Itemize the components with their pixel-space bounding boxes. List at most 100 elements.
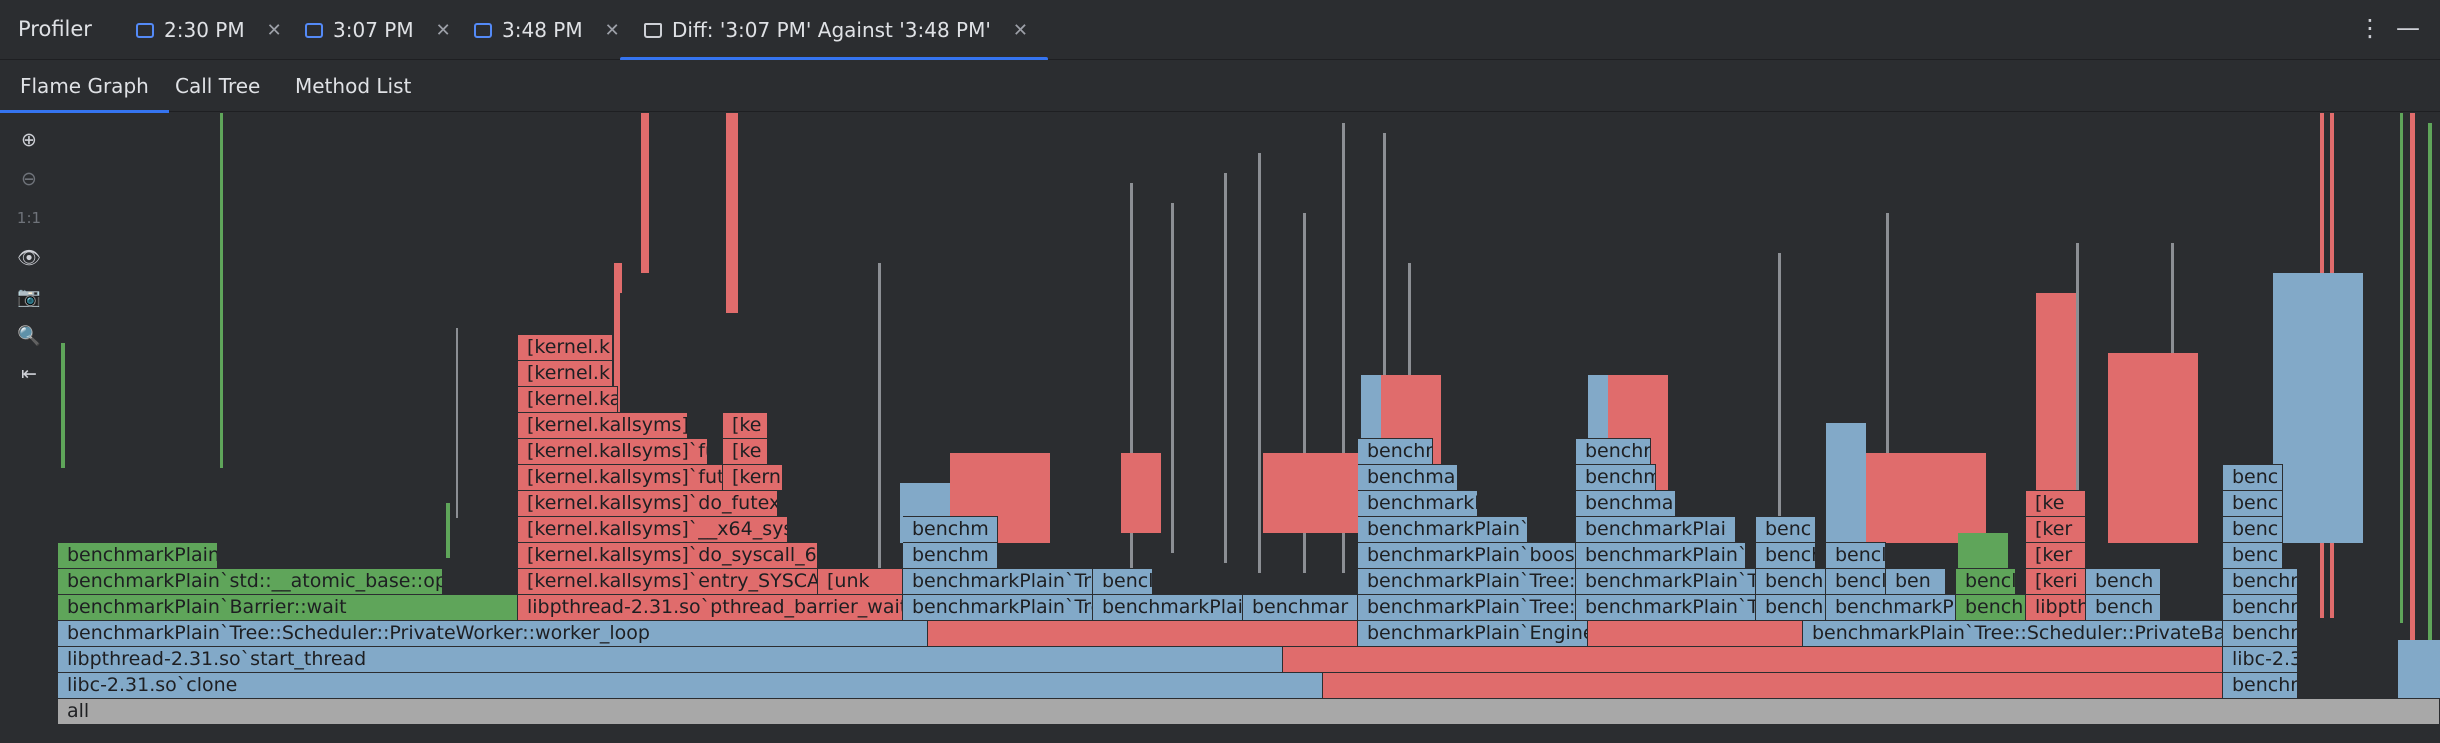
flame-frame[interactable]: benchmarkPlain`b	[1358, 516, 1528, 542]
flame-frame[interactable]: benchr	[2223, 620, 2298, 646]
flame-frame[interactable]: benchmar	[1243, 594, 1358, 620]
flame-frame[interactable]: benchr	[1576, 438, 1651, 464]
eye-icon[interactable]: 👁	[16, 246, 42, 269]
flame-spike[interactable]	[220, 113, 223, 468]
flame-frame[interactable]: [kernel.kallsyms]`do_syscall_64	[518, 542, 818, 568]
flame-frame[interactable]: benchmarkPlain`T	[1576, 594, 1756, 620]
close-icon[interactable]: ✕	[435, 19, 451, 41]
flame-spike[interactable]	[1778, 253, 1781, 573]
flame-frame[interactable]: benchmarkPlain`Tree::	[1358, 568, 1576, 594]
flame-frame[interactable]: benchm	[903, 516, 998, 542]
flame-frame[interactable]: benchmarkPlain`std::__atomic_base::ope	[58, 568, 443, 594]
flame-spike[interactable]	[2400, 113, 2403, 623]
collapse-icon[interactable]: ⇤	[21, 363, 37, 385]
flame-frame[interactable]: benchma	[1358, 464, 1458, 490]
zoom-in-icon[interactable]: ⊕	[21, 129, 37, 151]
flame-frame[interactable]: benchmarkPlain`Tree::Scheduler::PrivateW…	[58, 620, 928, 646]
camera-icon[interactable]: 📷	[17, 285, 41, 308]
flame-spike[interactable]	[61, 343, 65, 468]
flame-frame[interactable]: [kern	[723, 464, 783, 490]
flame-frame[interactable]: benchmarkPlain`boos	[1358, 542, 1576, 568]
tab-snapshot-3[interactable]: 3:48 PM ✕	[474, 0, 620, 60]
flame-frame[interactable]: [kernel.kallsyms]`fu	[518, 438, 708, 464]
flame-frame[interactable]: benchmarkPl	[1826, 594, 1956, 620]
minimize-icon[interactable]: —	[2396, 14, 2420, 42]
zoom-out-icon[interactable]: ⊖	[21, 168, 37, 190]
tab-diff[interactable]: Diff: '3:07 PM' Against '3:48 PM' ✕	[620, 0, 1048, 61]
flame-frame[interactable]: benchmarkPlain`Tre	[903, 594, 1093, 620]
flame-frame[interactable]: bencl	[1826, 542, 1886, 568]
flame-frame[interactable]: libc-2.31.so`clone	[58, 672, 1323, 698]
flame-spike[interactable]	[2410, 113, 2415, 643]
search-icon[interactable]: 🔍	[17, 324, 41, 347]
flame-frame[interactable]: benchmarkP	[1358, 490, 1478, 516]
flame-frame[interactable]: [ker	[2026, 516, 2086, 542]
flame-frame[interactable]: [ke	[723, 438, 768, 464]
flame-frame[interactable]: libc-2.3	[2223, 646, 2298, 672]
flame-frame[interactable]: benchr	[2223, 568, 2298, 594]
flame-frame[interactable]: benchmarkPlain`	[1576, 542, 1746, 568]
flame-frame[interactable]	[1323, 672, 2223, 698]
flame-frame[interactable]: benc	[2223, 490, 2283, 516]
flame-frame[interactable]: benc	[2223, 516, 2283, 542]
tab-method-list[interactable]: Method List	[295, 74, 412, 98]
flame-graph[interactable]: all libc-2.31.so`clone benchr libpthread…	[58, 113, 2440, 724]
flame-frame[interactable]: benc	[2223, 464, 2283, 490]
flame-frame[interactable]: bench	[2086, 594, 2161, 620]
flame-spike[interactable]	[1886, 213, 1889, 513]
flame-frame[interactable]: benchm	[1576, 464, 1656, 490]
flame-frame[interactable]: benchmarkPlain`Tr	[903, 568, 1093, 594]
more-options-icon[interactable]: ⋮	[2358, 14, 2382, 42]
flame-spike[interactable]	[1130, 183, 1133, 573]
flame-spike[interactable]	[2076, 243, 2079, 543]
flame-frame[interactable]: bencl	[1826, 568, 1886, 594]
tab-call-tree[interactable]: Call Tree	[175, 74, 261, 98]
flame-frame[interactable]: benchr	[2223, 594, 2298, 620]
flame-spike[interactable]	[2428, 123, 2432, 643]
flame-frame[interactable]: libpthread-2.31.so`start_thread	[58, 646, 1283, 672]
flame-frame[interactable]: [kernel.kallsyms]	[518, 412, 688, 438]
flame-spike[interactable]	[878, 263, 881, 588]
flame-frame[interactable]: benchmarkPlain`Tree::Scheduler::PrivateB…	[1803, 620, 2223, 646]
flame-frame[interactable]: [kernel.kallsyms]`fute	[518, 464, 723, 490]
flame-frame[interactable]	[614, 263, 622, 293]
flame-spike[interactable]	[1224, 173, 1227, 563]
flame-frame[interactable]: [kernel.kallsyms]`do_futex	[518, 490, 778, 516]
flame-frame[interactable]: benchmarkPlain	[58, 542, 218, 568]
close-icon[interactable]: ✕	[266, 19, 282, 41]
tab-flame-graph[interactable]: Flame Graph	[0, 74, 169, 113]
flame-frame[interactable]: [kernel.k	[518, 360, 613, 386]
flame-frame[interactable]: benchmarkPlain`Tree::	[1358, 594, 1576, 620]
flame-frame[interactable]: benc	[2223, 542, 2283, 568]
flame-frame[interactable]: [kernel.kallsyms]`__x64_sys	[518, 516, 788, 542]
flame-frame[interactable]: [kernel.kallsyms]`entry_SYSCAL	[518, 568, 818, 594]
flame-frame[interactable]	[1121, 453, 1161, 533]
flame-frame[interactable]	[928, 620, 1358, 646]
flame-frame[interactable]: [ke	[723, 412, 768, 438]
flame-spike[interactable]	[641, 113, 649, 273]
flame-spike[interactable]	[1342, 123, 1345, 573]
flame-frame[interactable]: libpthread-2.31.so`pthread_barrier_wait	[518, 594, 903, 620]
flame-frame[interactable]: bencl	[1956, 568, 2016, 594]
flame-spike[interactable]	[614, 263, 620, 498]
tab-snapshot-1[interactable]: 2:30 PM ✕	[136, 0, 282, 60]
flame-spike[interactable]	[456, 328, 458, 518]
flame-frame[interactable]: benchmarkPlai	[1093, 594, 1243, 620]
flame-spike[interactable]	[726, 113, 738, 313]
flame-frame[interactable]: ben	[1886, 568, 1946, 594]
flame-frame[interactable]: benchmarl	[1576, 490, 1676, 516]
flame-frame[interactable]: [kernel.ka	[518, 386, 618, 412]
close-icon[interactable]: ✕	[1012, 19, 1028, 41]
flame-frame[interactable]: [ker	[2026, 542, 2086, 568]
flame-spike[interactable]	[1258, 153, 1261, 573]
flame-frame[interactable]: benchn	[1956, 594, 2026, 620]
flame-frame[interactable]: [ke	[2026, 490, 2086, 516]
flame-frame[interactable]: benchmarkPlain`T	[1576, 568, 1756, 594]
flame-frame[interactable]: benchn	[1358, 438, 1433, 464]
flame-frame[interactable]: benchmarkPlain`Engine::BenchmarkEngine::…	[1358, 620, 1588, 646]
flame-frame[interactable]: benchn	[1756, 568, 1826, 594]
flame-spike[interactable]	[1383, 133, 1386, 573]
flame-spike[interactable]	[446, 503, 450, 558]
flame-frame[interactable]: bencl	[1093, 568, 1153, 594]
flame-frame[interactable]: bench	[2086, 568, 2161, 594]
